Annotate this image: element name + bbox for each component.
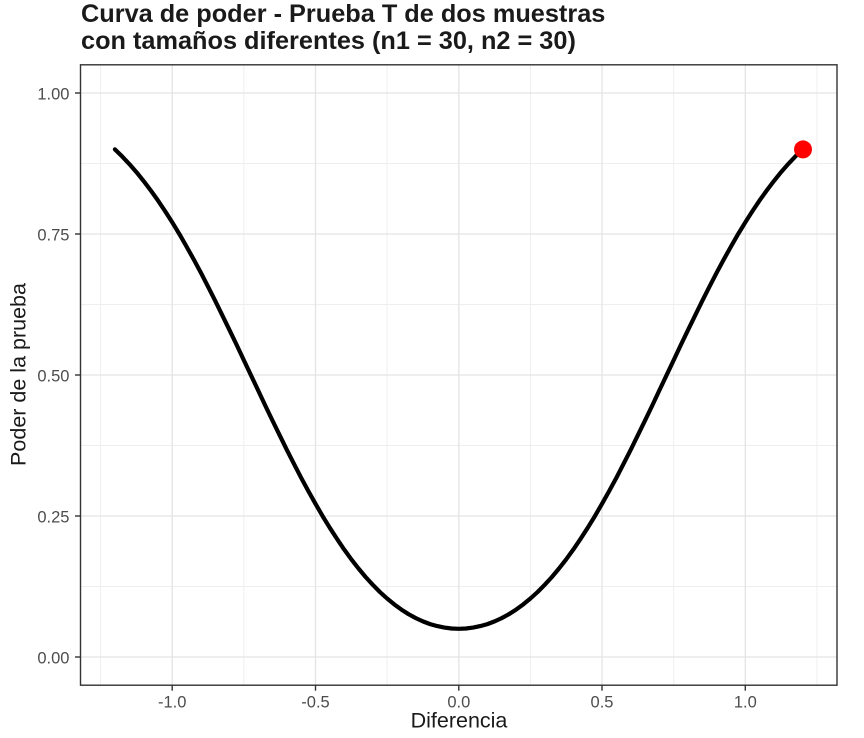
svg-text:0.50: 0.50 [37, 368, 69, 386]
svg-text:Diferencia: Diferencia [411, 709, 508, 733]
svg-text:-1.0: -1.0 [158, 694, 186, 712]
svg-text:-0.5: -0.5 [301, 694, 329, 712]
svg-text:1.00: 1.00 [37, 86, 69, 104]
svg-text:0.25: 0.25 [37, 509, 69, 527]
svg-text:0.5: 0.5 [591, 694, 614, 712]
svg-text:con tamaños diferentes (n1 = 3: con tamaños diferentes (n1 = 30, n2 = 30… [81, 27, 576, 55]
svg-text:1.0: 1.0 [734, 694, 757, 712]
svg-text:0.0: 0.0 [447, 694, 470, 712]
svg-text:0.00: 0.00 [37, 650, 69, 668]
svg-text:0.75: 0.75 [37, 227, 69, 245]
svg-text:Curva de poder - Prueba T de d: Curva de poder - Prueba T de dos muestra… [81, 0, 605, 28]
svg-text:Poder de la prueba: Poder de la prueba [7, 283, 31, 466]
